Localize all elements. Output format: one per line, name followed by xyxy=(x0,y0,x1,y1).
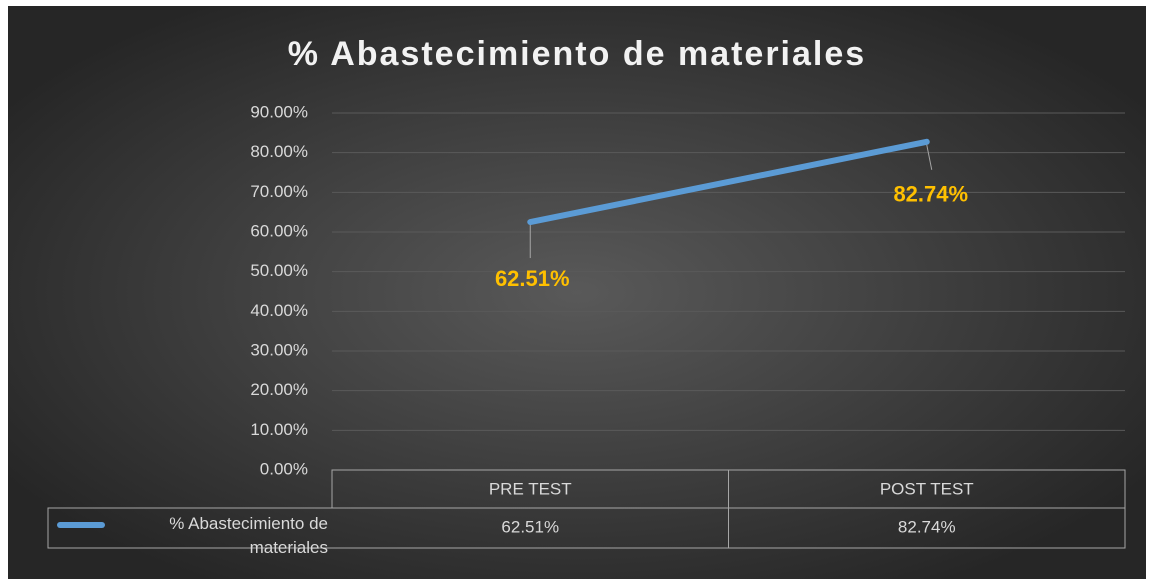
legend-entry: % Abastecimiento de materiales xyxy=(169,514,328,557)
leader-line xyxy=(926,144,933,170)
data-label: 82.74% xyxy=(893,182,968,207)
series-line xyxy=(527,138,930,226)
legend-label: % Abastecimiento de materiales xyxy=(169,514,328,557)
data-label: 62.51% xyxy=(495,266,570,291)
y-tick-label: 50.00% xyxy=(250,261,308,280)
chart-background xyxy=(8,6,1146,579)
x-tick-label: POST TEST xyxy=(880,479,974,498)
y-tick-label: 90.00% xyxy=(250,102,308,121)
y-tick-label: 0.00% xyxy=(260,459,308,478)
y-tick-label: 60.00% xyxy=(250,221,308,240)
y-tick-label: 70.00% xyxy=(250,182,308,201)
y-tick-label: 40.00% xyxy=(250,301,308,320)
y-tick-label: 20.00% xyxy=(250,380,308,399)
table-row-border xyxy=(47,507,1126,549)
y-tick-label: 80.00% xyxy=(250,142,308,161)
y-tick-label: 30.00% xyxy=(250,340,308,359)
table-value: 62.51% xyxy=(501,517,559,536)
table-value: 82.74% xyxy=(898,517,956,536)
chart-title: % Abastecimiento de materiales xyxy=(288,35,866,73)
y-tick-label: 10.00% xyxy=(250,420,308,439)
x-tick-label: PRE TEST xyxy=(489,479,572,498)
